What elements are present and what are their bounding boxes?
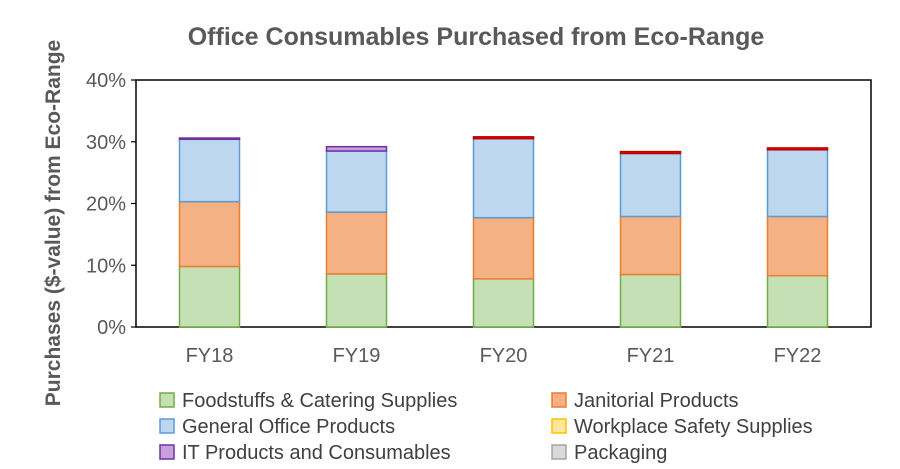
bar-segment-fy21-s1 — [619, 215, 682, 276]
legend-label: General Office Products — [182, 416, 395, 438]
y-tick-label: 40% — [86, 70, 126, 92]
bar-segment-fy19-s1 — [325, 211, 388, 275]
bar-segment-fy20-s2 — [472, 137, 535, 219]
legend-swatch — [551, 444, 567, 460]
y-tick-label: 30% — [86, 132, 126, 154]
bar-segment-fy21-s6 — [619, 150, 682, 155]
bar-segment-fy18-s0 — [178, 265, 241, 328]
bar-segment-fy22-s1 — [766, 215, 829, 277]
bar-segment-fy19-s0 — [325, 273, 388, 328]
x-tick-label: FY18 — [186, 345, 234, 367]
legend-swatch — [551, 418, 567, 434]
legend-label: Workplace Safety Supplies — [574, 416, 813, 438]
y-axis: 0% 10% 20% 30% 40% — [86, 70, 136, 339]
x-axis: FY18 FY19 FY20 FY21 FY22 — [186, 345, 822, 367]
legend-label: Foodstuffs & Catering Supplies — [182, 390, 457, 412]
x-tick-label: FY20 — [480, 345, 528, 367]
bar-segment-fy20-s6 — [472, 136, 535, 140]
bar-segment-fy22-s0 — [766, 274, 829, 328]
bar-segment-fy19-s4 — [325, 145, 388, 152]
bar-segment-fy20-s1 — [472, 216, 535, 280]
legend-swatch — [159, 392, 175, 408]
bar-segment-fy19-s2 — [325, 150, 388, 213]
chart-title: Office Consumables Purchased from Eco-Ra… — [188, 23, 765, 51]
legend-label: IT Products and Consumables — [182, 442, 451, 464]
y-tick-label: 0% — [97, 317, 126, 339]
bar-segment-fy18-s1 — [178, 200, 241, 268]
legend-swatch — [159, 418, 175, 434]
legend-label: Packaging — [574, 442, 667, 464]
bar-segment-fy22-s2 — [766, 149, 829, 218]
x-tick-label: FY22 — [774, 345, 822, 367]
x-tick-label: FY19 — [333, 345, 381, 367]
bar-segment-fy18-s2 — [178, 138, 241, 203]
bar-segment-fy22-s6 — [766, 147, 829, 151]
bars — [178, 136, 829, 328]
bar-segment-fy21-s2 — [619, 152, 682, 218]
bar-segment-fy18-s4 — [178, 137, 241, 141]
x-tick-label: FY21 — [627, 345, 675, 367]
legend-swatch — [159, 444, 175, 460]
legend: Foodstuffs & Catering Supplies Janitorial… — [159, 390, 813, 464]
bar-segment-fy20-s0 — [472, 278, 535, 328]
y-tick-label: 20% — [86, 194, 126, 216]
y-tick-label: 10% — [86, 255, 126, 277]
bar-segment-fy21-s0 — [619, 273, 682, 328]
legend-swatch — [551, 392, 567, 408]
legend-label: Janitorial Products — [574, 390, 739, 412]
y-axis-label: Purchases ($-value) from Eco-Range — [42, 40, 65, 406]
